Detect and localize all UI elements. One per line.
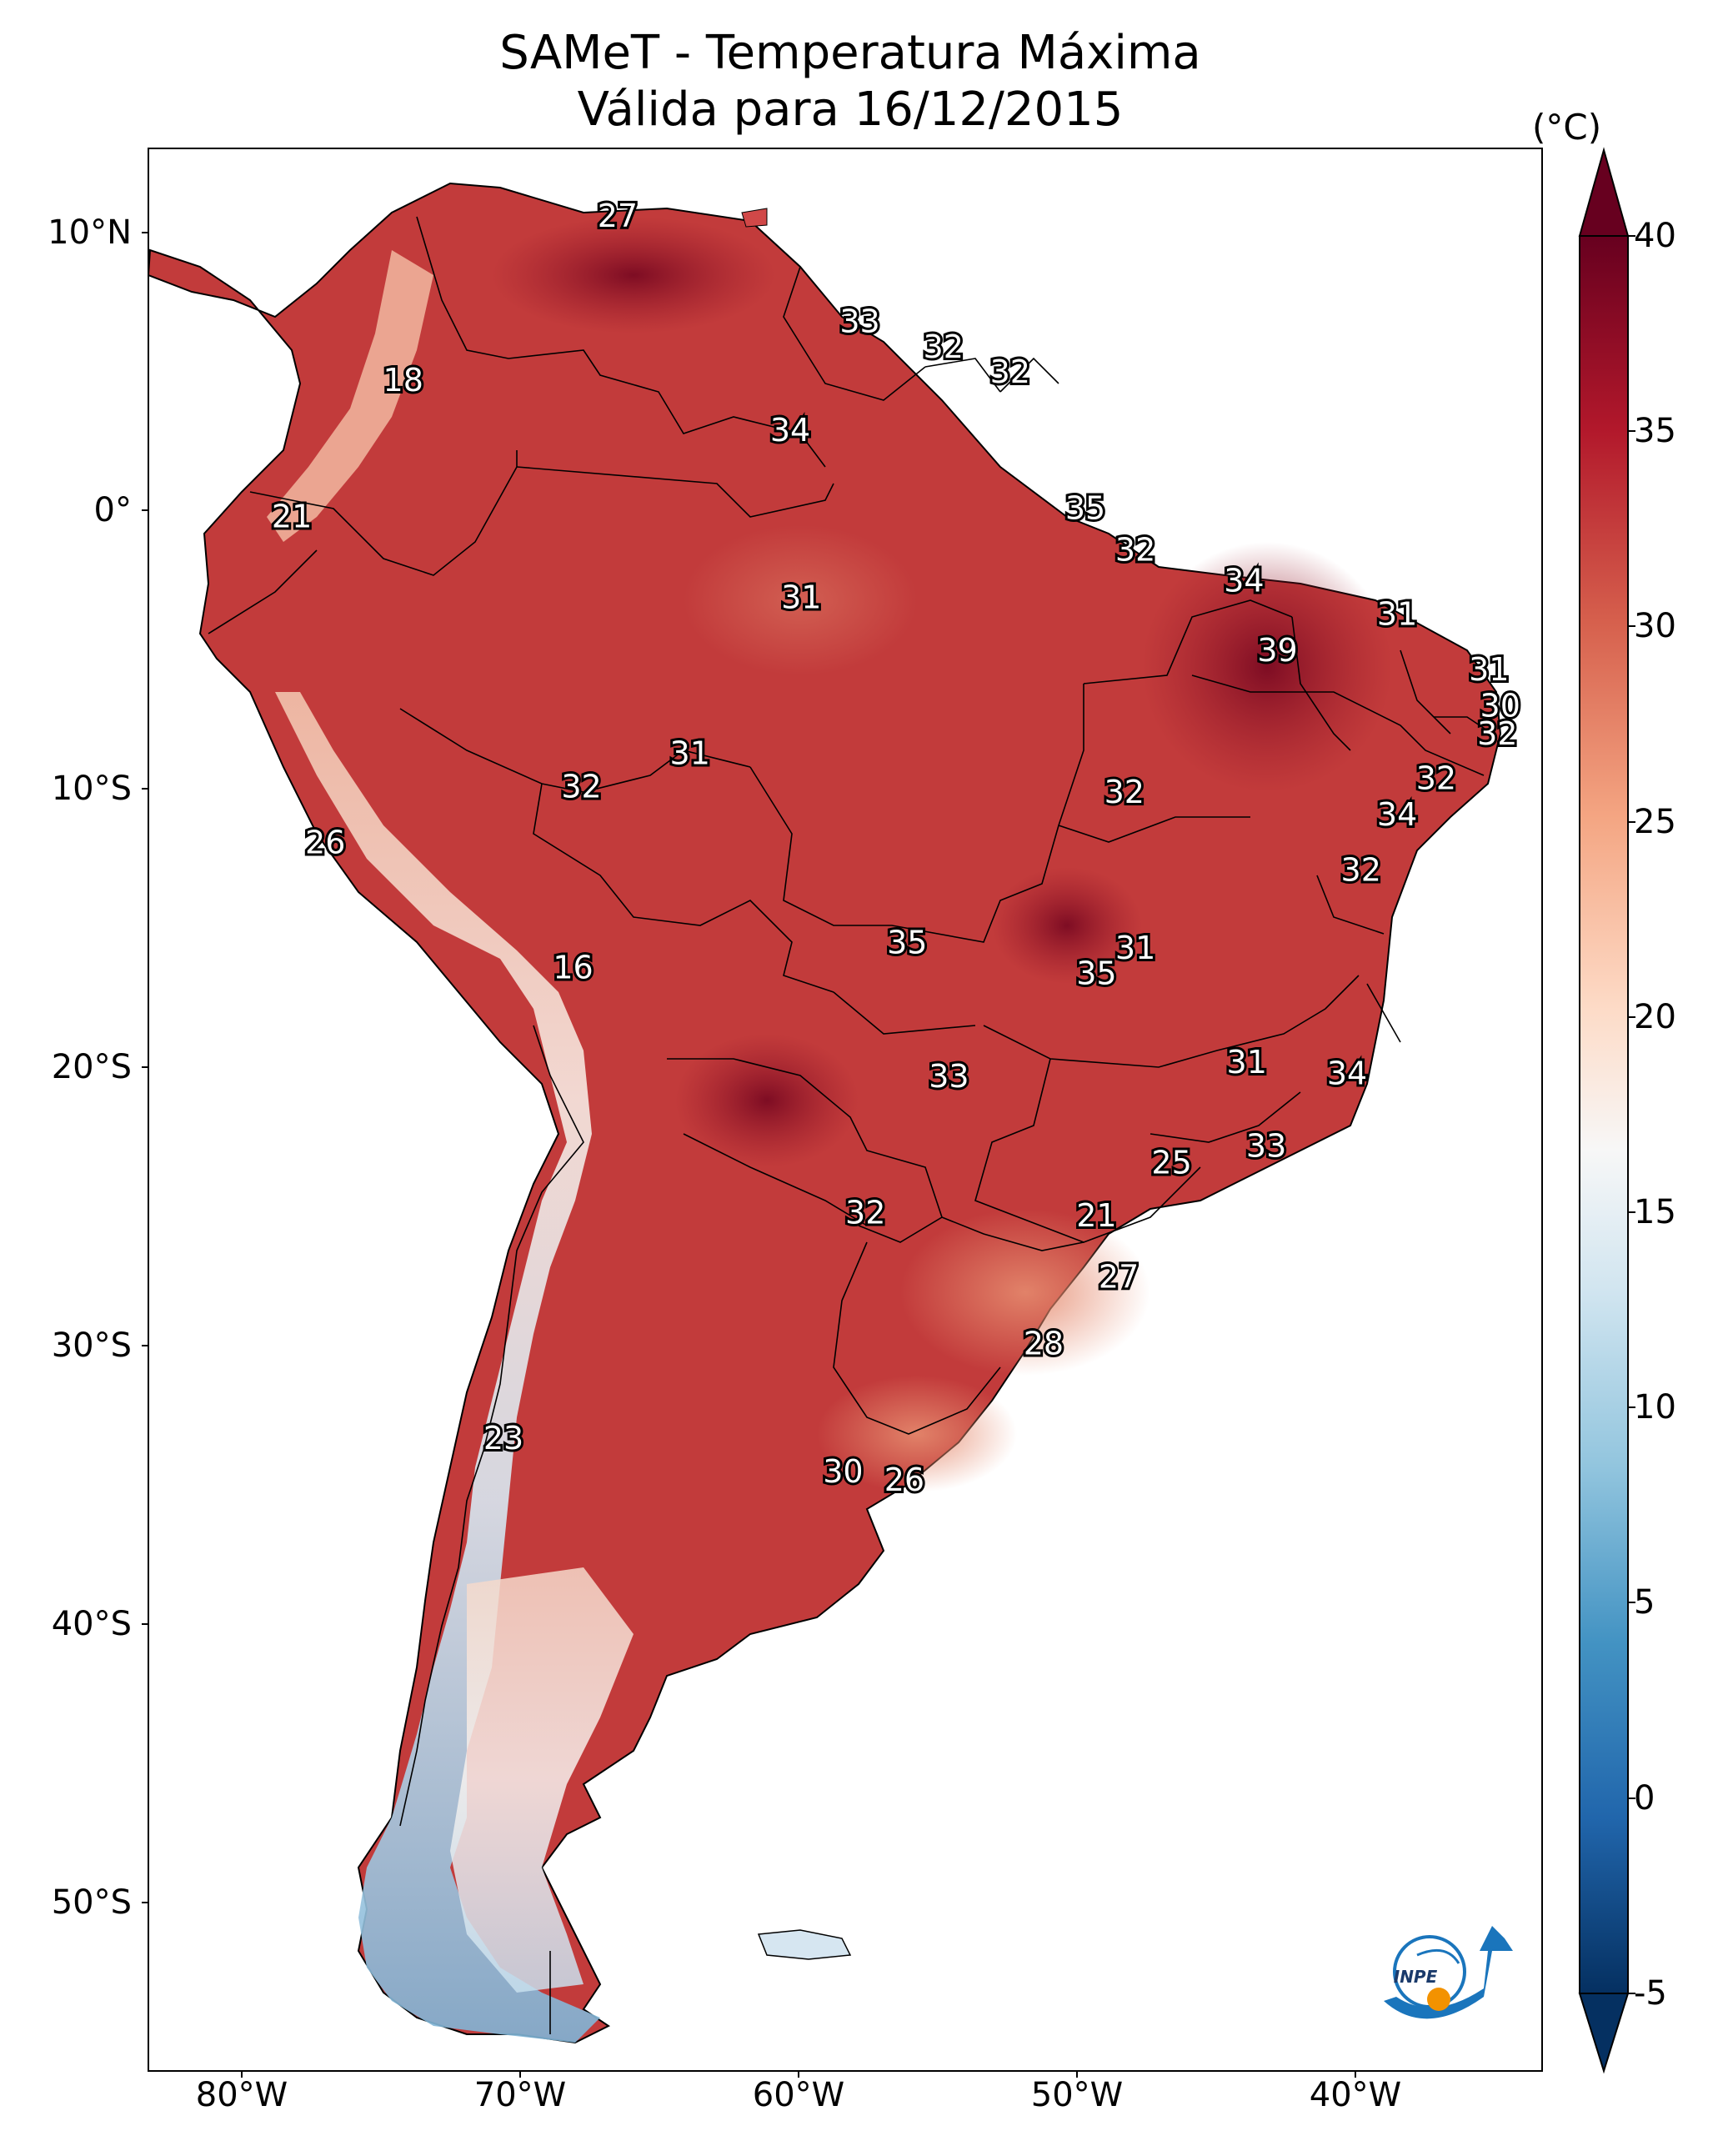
patagonia-mild [450,1567,634,1993]
lat-label-40s: 40°S [51,1605,132,1643]
station-value: 34 [1327,1055,1367,1092]
title-line-1: SAMeT - Temperatura Máxima [499,26,1201,80]
colorbar-tick-20: 20 [1634,998,1676,1036]
station-value: 33 [839,303,879,340]
lon-label-40w: 40°W [1309,2076,1402,2114]
station-value: 30 [823,1453,863,1490]
mild-region-amazon [684,525,917,675]
lat-label-10n: 10°N [48,213,132,252]
lat-label-20s: 20°S [51,1048,132,1086]
lat-label-10s: 10°S [51,770,132,808]
station-value: 26 [884,1462,924,1498]
station-value: 31 [1377,595,1417,632]
hot-region-northeast-brazil [1142,542,1392,792]
station-value: 39 [1257,632,1297,669]
station-value: 32 [990,353,1030,390]
station-value: 31 [1115,930,1155,966]
station-value: 32 [1104,774,1144,810]
station-value: 27 [1099,1258,1139,1295]
station-value: 26 [305,824,345,860]
station-value: 34 [1377,796,1417,833]
lon-label-80w: 80°W [195,2076,288,2114]
colorbar-tick-5: 5 [1634,1583,1655,1622]
colorbar-tick-40: 40 [1634,217,1676,255]
colorbar-tick-25: 25 [1634,803,1676,841]
colorbar-gradient [1579,235,1629,1994]
station-value: 31 [781,579,821,615]
mild-region-south-brazil [900,1209,1150,1376]
station-value: 25 [1151,1144,1191,1181]
station-value: 34 [770,412,810,449]
station-value: 32 [1416,760,1456,797]
station-value: 34 [1224,562,1264,599]
lon-label-70w: 70°W [473,2076,567,2114]
station-value: 21 [272,499,312,535]
colorbar-bottom-extension [1578,1993,1630,2074]
axis-ticks [142,232,1356,2078]
colorbar-tick-minus5: -5 [1634,1974,1667,2013]
lat-label-30s: 30°S [51,1326,132,1365]
lon-label-60w: 60°W [752,2076,845,2114]
hot-region-chaco [675,1034,859,1167]
colorbar-tick-15: 15 [1634,1193,1676,1231]
station-value: 33 [929,1058,969,1095]
colorbar-tick-10: 10 [1634,1388,1676,1426]
inpe-logo-text: INPE [1394,1967,1438,1987]
colorbar-tick-0: 0 [1634,1779,1655,1818]
station-value: 32 [924,328,964,365]
lat-label-50s: 50°S [51,1883,132,1922]
station-value: 27 [598,198,638,234]
station-value: 28 [1024,1326,1064,1362]
station-value: 32 [845,1195,885,1231]
station-value: 30 [1480,688,1520,725]
station-value: 32 [1115,532,1155,569]
station-value: 32 [1477,715,1517,752]
station-value: 18 [383,362,423,399]
station-value: 31 [670,735,710,771]
map-title: SAMeT - Temperatura Máxima Válida para 1… [150,25,1550,138]
andes-cool-band [275,692,600,2043]
colorbar-tick-30: 30 [1634,607,1676,645]
lon-label-50w: 50°W [1030,2076,1124,2114]
inpe-logo: INPE [1384,1926,1513,2019]
colombia-andes [267,250,433,542]
colorbar-top-extension [1578,147,1630,237]
station-value: 33 [1246,1127,1286,1164]
station-value: 21 [1076,1197,1116,1234]
caribbean-islands [741,208,768,228]
station-value: 35 [887,925,927,961]
colorbar-unit: (°C) [1532,107,1602,148]
station-value: 23 [483,1420,523,1457]
station-value: 32 [561,769,601,805]
hot-region-venezuela [492,217,775,333]
lat-label-0: 0° [93,491,132,529]
station-value: 35 [1076,955,1116,991]
title-line-2: Válida para 16/12/2015 [577,83,1124,137]
falkland-islands [757,1929,852,1960]
station-value: 32 [1341,852,1381,889]
station-value: 35 [1065,490,1105,527]
mild-region-uruguay [817,1376,1017,1492]
station-value: 31 [1227,1044,1267,1081]
station-value: 31 [1469,651,1509,688]
station-value: 16 [553,950,593,986]
colorbar-tick-35: 35 [1634,412,1676,450]
colorbar [1578,147,1635,2074]
hot-region-central-brazil [992,867,1142,984]
country-borders [208,216,1493,2034]
